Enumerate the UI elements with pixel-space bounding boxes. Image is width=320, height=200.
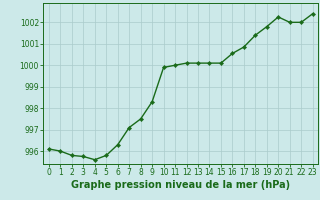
X-axis label: Graphe pression niveau de la mer (hPa): Graphe pression niveau de la mer (hPa) xyxy=(71,180,290,190)
